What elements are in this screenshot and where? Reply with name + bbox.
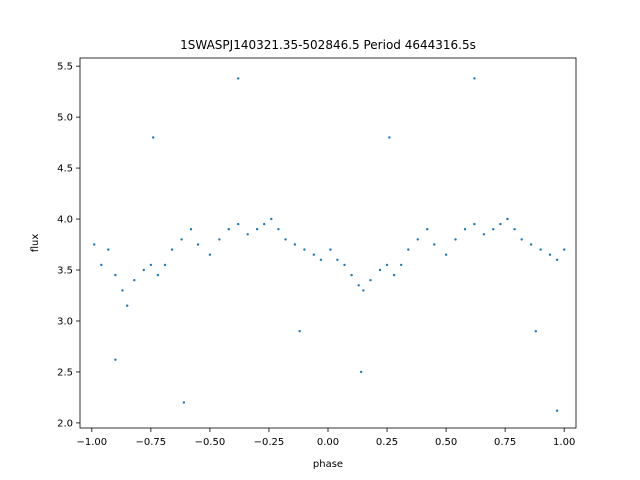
data-point — [180, 238, 183, 241]
x-tick-label: 1.00 — [553, 437, 575, 448]
data-point — [369, 279, 372, 282]
data-point — [227, 228, 230, 231]
data-point — [482, 233, 486, 236]
y-tick-label: 4.5 — [57, 164, 73, 175]
data-point — [319, 258, 323, 261]
data-point — [463, 228, 467, 231]
data-point — [513, 228, 516, 231]
data-point — [152, 136, 155, 139]
data-point — [196, 243, 200, 246]
data-point — [473, 77, 476, 80]
data-point — [426, 228, 429, 231]
y-tick-label: 4.0 — [57, 215, 73, 226]
data-point — [208, 253, 212, 256]
data-point — [400, 263, 403, 267]
data-point — [277, 228, 280, 231]
data-point — [126, 304, 129, 307]
data-point — [156, 273, 160, 277]
x-tick-label: 0.75 — [494, 437, 516, 448]
x-tick-label: −1.00 — [76, 437, 107, 448]
y-axis-ticks: 2.0 2.5 3.0 3.5 4.0 4.5 5.0 5.5 — [57, 62, 80, 429]
data-point — [473, 222, 476, 226]
data-point — [270, 217, 273, 221]
data-point — [499, 222, 502, 226]
data-point — [357, 284, 360, 287]
data-point — [298, 330, 301, 333]
y-axis-label: flux — [30, 234, 41, 253]
chart-title: 1SWASPJ140321.35-502846.5 Period 4644316… — [180, 38, 476, 52]
data-point — [163, 263, 167, 267]
data-point — [454, 238, 457, 241]
data-point — [492, 228, 495, 231]
data-point — [114, 358, 117, 361]
data-point — [284, 238, 287, 241]
data-point — [237, 77, 240, 80]
data-point — [170, 248, 174, 251]
data-point — [407, 248, 410, 251]
data-point — [563, 248, 566, 251]
data-point — [362, 289, 365, 292]
data-point — [255, 228, 259, 231]
data-point — [529, 243, 533, 246]
plot-frame — [79, 57, 577, 429]
data-point — [246, 233, 249, 236]
data-point — [121, 289, 124, 292]
data-point — [416, 238, 419, 241]
data-point — [312, 253, 315, 256]
data-point — [189, 228, 193, 231]
data-point — [378, 268, 382, 272]
y-tick-label: 2.0 — [57, 418, 73, 429]
x-tick-label: 0.25 — [376, 437, 398, 448]
data-point — [433, 243, 436, 246]
data-point — [444, 253, 448, 256]
scatter-points — [93, 77, 566, 412]
data-point — [548, 253, 552, 256]
data-point — [263, 222, 266, 226]
data-point — [392, 273, 396, 277]
data-point — [142, 268, 145, 272]
x-tick-label: −0.25 — [254, 437, 285, 448]
x-axis-label: phase — [313, 459, 343, 470]
x-tick-label: −0.50 — [195, 437, 226, 448]
y-tick-label: 5.0 — [57, 113, 73, 124]
data-point — [534, 330, 537, 333]
data-point — [350, 273, 353, 277]
x-axis-ticks: −1.00 −0.75 −0.50 −0.25 0.00 0.25 0.50 0.75 1.00 — [76, 428, 575, 448]
y-tick-label: 3.5 — [57, 266, 73, 277]
data-point — [218, 238, 221, 241]
y-tick-label: 2.5 — [57, 367, 73, 378]
data-point — [555, 258, 559, 261]
data-point — [133, 279, 136, 282]
y-tick-label: 5.5 — [57, 62, 73, 73]
data-point — [385, 263, 389, 267]
data-point — [237, 222, 240, 226]
data-point — [303, 248, 306, 251]
data-point — [293, 243, 297, 246]
x-tick-label: 0.00 — [317, 437, 339, 448]
data-point — [555, 409, 559, 412]
data-point — [359, 370, 363, 374]
data-point — [149, 263, 153, 267]
data-point — [336, 258, 339, 261]
data-point — [343, 263, 346, 267]
y-tick-label: 3.0 — [57, 316, 73, 327]
data-point — [93, 243, 96, 246]
data-point — [100, 263, 103, 267]
data-point — [182, 401, 186, 404]
data-point — [114, 273, 117, 277]
data-point — [329, 248, 332, 251]
x-tick-label: −0.75 — [136, 437, 167, 448]
data-point — [520, 238, 523, 241]
x-tick-label: 0.50 — [435, 437, 457, 448]
data-point — [388, 136, 391, 139]
data-point — [107, 248, 110, 251]
data-point — [506, 217, 509, 221]
data-point — [539, 248, 542, 251]
